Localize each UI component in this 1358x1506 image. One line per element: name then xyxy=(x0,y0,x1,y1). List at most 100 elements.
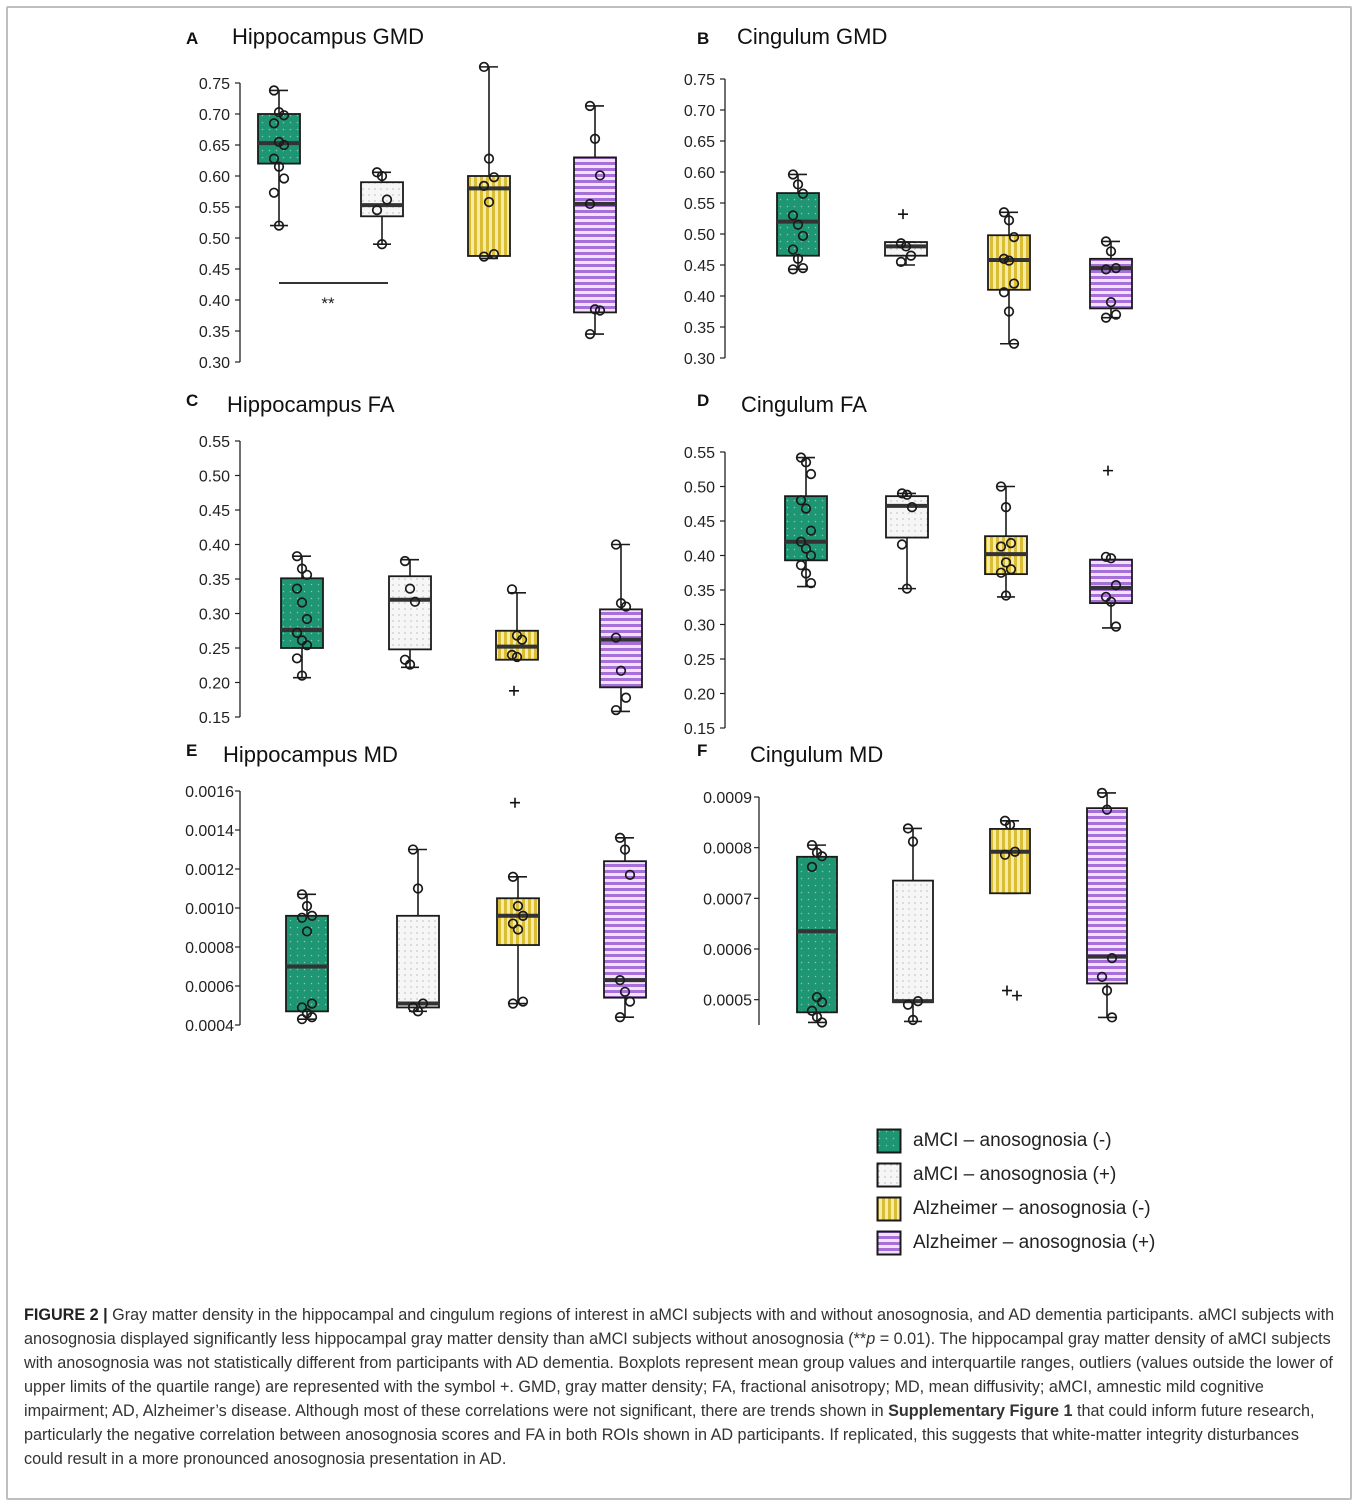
box-ad-pos xyxy=(599,539,643,716)
iqr-box xyxy=(388,575,432,651)
data-point xyxy=(296,1002,308,1013)
data-point xyxy=(905,250,917,261)
data-point xyxy=(1003,306,1015,317)
y-tick-label: 0.20 xyxy=(684,687,715,704)
data-point xyxy=(273,220,285,231)
data-point xyxy=(1100,551,1112,563)
box-amci-pos xyxy=(892,823,934,1026)
data-point xyxy=(1110,309,1122,320)
data-point xyxy=(278,139,290,151)
data-point xyxy=(417,998,429,1009)
y-tick-label: 0.35 xyxy=(684,583,715,600)
data-point xyxy=(806,1005,818,1016)
outlier-marker xyxy=(1103,465,1113,476)
data-point xyxy=(800,543,812,554)
data-point xyxy=(795,495,807,506)
data-point xyxy=(268,118,280,129)
data-point xyxy=(800,457,812,468)
data-point xyxy=(488,248,500,260)
iqr-box xyxy=(885,495,929,539)
panel-title: Hippocampus FA xyxy=(227,392,395,417)
data-point xyxy=(1106,952,1118,964)
data-point xyxy=(404,583,416,594)
y-tick-label: 0.75 xyxy=(684,72,715,89)
panel-title: Cingulum MD xyxy=(750,742,883,767)
data-point xyxy=(412,1006,424,1017)
data-point xyxy=(998,253,1010,264)
panel-letter: D xyxy=(697,391,709,410)
iqr-box xyxy=(1086,807,1128,985)
data-point xyxy=(800,568,812,579)
data-point xyxy=(619,844,631,855)
iqr-box xyxy=(987,234,1031,291)
figure-label: FIGURE 2 | xyxy=(24,1306,108,1324)
data-point xyxy=(900,241,912,252)
data-point xyxy=(483,196,495,208)
box-ad-neg xyxy=(495,584,539,696)
y-tick-label: 0.0006 xyxy=(185,979,234,996)
data-point xyxy=(1096,787,1108,799)
data-point xyxy=(620,601,632,612)
data-point xyxy=(614,832,626,843)
data-point xyxy=(291,627,303,638)
data-point xyxy=(1008,338,1020,349)
data-point xyxy=(995,567,1007,578)
data-point xyxy=(797,188,809,199)
legend-label: Alzheimer – anosognosia (-) xyxy=(913,1198,1151,1219)
data-point xyxy=(268,85,280,96)
y-tick-label: 0.25 xyxy=(684,652,715,669)
panel-e: E Hippocampus MD 0.0016 0.0014 0.0012 0.0010 0… xyxy=(185,741,647,1035)
data-point xyxy=(404,659,416,670)
data-point xyxy=(1110,621,1122,632)
data-point xyxy=(301,569,313,581)
data-point xyxy=(376,239,388,250)
y-tick-label: 0.45 xyxy=(199,262,230,279)
box-amci-pos xyxy=(388,555,432,670)
iqr-box xyxy=(285,914,329,1013)
data-point xyxy=(376,170,388,182)
data-point xyxy=(614,975,626,986)
figure-caption: FIGURE 2 | Gray matter density in the hi… xyxy=(24,1303,1342,1471)
data-point xyxy=(278,173,290,184)
box-ad-neg xyxy=(989,815,1031,1001)
y-tick-label: 0.60 xyxy=(684,165,715,182)
data-point xyxy=(512,924,524,935)
data-point xyxy=(902,823,914,834)
data-point xyxy=(301,613,313,625)
data-point xyxy=(506,584,518,595)
data-point xyxy=(787,244,799,255)
y-tick-label: 0.35 xyxy=(684,320,715,337)
box-amci-pos xyxy=(885,488,929,594)
y-tick-label: 0.0004 xyxy=(185,1018,234,1035)
data-point xyxy=(806,839,818,851)
box-ad-pos xyxy=(1086,787,1128,1023)
data-point xyxy=(301,640,313,651)
data-point xyxy=(896,539,908,550)
data-point xyxy=(589,304,601,315)
data-point xyxy=(800,503,812,514)
y-tick-label: 0.0005 xyxy=(703,993,752,1010)
box-ad-neg xyxy=(987,207,1031,349)
y-tick-label: 0.30 xyxy=(199,355,230,372)
outlier-marker xyxy=(510,797,520,808)
panel-title: Hippocampus GMD xyxy=(232,24,424,49)
data-point xyxy=(1105,596,1117,607)
y-tick-label: 0.55 xyxy=(684,445,715,462)
y-tick-label: 0.0016 xyxy=(185,784,234,801)
data-point xyxy=(306,1012,318,1023)
data-point xyxy=(624,869,636,880)
legend-label: Alzheimer – anosognosia (+) xyxy=(913,1232,1156,1253)
data-point xyxy=(278,110,290,121)
data-point xyxy=(511,651,523,663)
data-point xyxy=(620,692,632,703)
data-point xyxy=(1100,264,1112,275)
data-point xyxy=(797,230,809,242)
data-point xyxy=(594,170,606,181)
y-tick-label: 0.70 xyxy=(684,103,715,120)
data-point xyxy=(805,550,817,561)
supplementary-figure-link[interactable]: Supplementary Figure 1 xyxy=(888,1402,1073,1420)
legend-label: aMCI – anosognosia (-) xyxy=(913,1130,1112,1151)
outlier-marker xyxy=(898,209,908,220)
box-ad-pos xyxy=(603,832,647,1023)
data-point xyxy=(1005,564,1017,575)
